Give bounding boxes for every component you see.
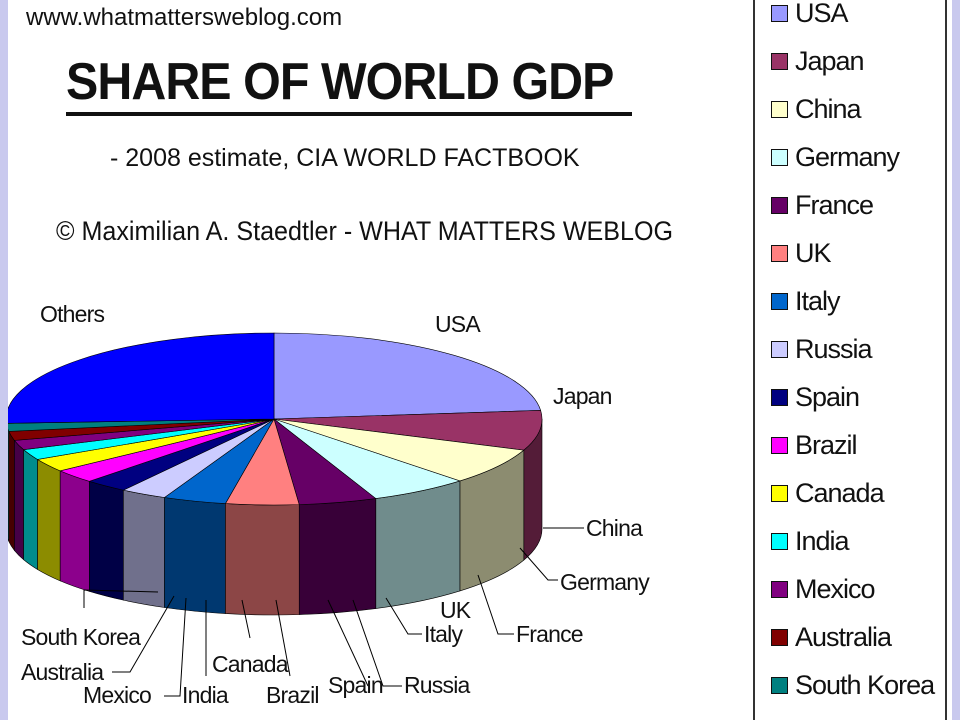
- legend-item-india: India: [771, 524, 850, 558]
- legend-label: Spain: [795, 381, 860, 412]
- legend-item-china: China: [771, 92, 862, 126]
- legend-label: France: [795, 189, 874, 220]
- leader-line-germany: [519, 547, 558, 581]
- legend-label: Germany: [795, 141, 900, 172]
- legend-item-spain: Spain: [771, 380, 860, 414]
- pie-slice-japan: [273, 410, 543, 451]
- legend-item-usa: USA: [771, 0, 849, 30]
- slice-label-france: France: [516, 621, 583, 647]
- pie-slice-china: [273, 418, 525, 482]
- slice-label-germany: Germany: [560, 569, 650, 595]
- chart-panel: www.whatmattersweblog.com SHARE OF WORLD…: [8, 0, 952, 720]
- source-url: www.whatmattersweblog.com: [26, 4, 343, 31]
- leader-line-italy: [385, 597, 422, 635]
- legend-swatch: [771, 52, 788, 70]
- slice-label-canada: Canada: [212, 651, 289, 677]
- pie-side-australia: [8, 431, 15, 552]
- chart-subtitle: - 2008 estimate, CIA WORLD FACTBOOK: [110, 144, 580, 172]
- legend-item-france: France: [771, 188, 874, 222]
- leader-line-france: [477, 574, 514, 635]
- slice-label-russia: Russia: [404, 672, 471, 698]
- legend-swatch: [771, 388, 788, 406]
- leader-line-spain: [327, 599, 369, 687]
- slice-label-brazil: Brazil: [266, 682, 319, 708]
- legend: USA Japan China Germany France UK Italy Russia S…: [753, 0, 947, 720]
- legend-swatch: [771, 292, 788, 310]
- legend-label: Canada: [795, 477, 885, 508]
- legend-swatch: [771, 244, 788, 262]
- pie-slice-others: [8, 332, 275, 424]
- slice-label-italy: Italy: [424, 621, 463, 647]
- legend-label: USA: [795, 0, 849, 28]
- pie-side-germany: [375, 480, 461, 609]
- legend-label: Italy: [795, 285, 841, 316]
- leader-line-mexico: [164, 597, 187, 697]
- legend-swatch: [771, 484, 788, 502]
- pie-side-spain: [89, 480, 124, 601]
- slice-label-usa: USA: [435, 311, 481, 337]
- legend-item-australia: Australia: [771, 620, 892, 654]
- leader-line-canada: [241, 599, 251, 639]
- legend-label: South Korea: [795, 669, 935, 700]
- legend-label: Japan: [795, 45, 865, 76]
- pie-side-brazil: [59, 470, 90, 592]
- slice-label-south-korea: South Korea: [21, 624, 141, 650]
- slice-label-others: Others: [40, 301, 105, 327]
- chart-credit: © Maximilian A. Staedtler - WHAT MATTERS…: [56, 216, 674, 246]
- legend-swatch: [771, 340, 788, 358]
- legend-item-germany: Germany: [771, 140, 900, 174]
- legend-label: India: [795, 525, 850, 556]
- legend-item-japan: Japan: [771, 44, 865, 78]
- legend-swatch: [771, 4, 788, 22]
- slice-label-china: China: [586, 515, 643, 541]
- legend-item-russia: Russia: [771, 332, 873, 366]
- leader-line-australia: [112, 595, 175, 673]
- pie-side-mexico: [14, 439, 24, 561]
- pie-side-india: [23, 449, 38, 571]
- legend-label: Brazil: [795, 429, 858, 460]
- legend-label: Russia: [795, 333, 873, 364]
- slice-label-mexico: Mexico: [83, 682, 151, 708]
- slice-label-uk: UK: [440, 597, 472, 623]
- legend-swatch: [771, 676, 788, 694]
- legend-swatch: [771, 100, 788, 118]
- legend-label: UK: [795, 237, 832, 268]
- pie-slice-usa: [273, 332, 542, 420]
- slice-label-spain: Spain: [328, 672, 383, 698]
- legend-item-mexico: Mexico: [771, 572, 876, 606]
- legend-swatch: [771, 628, 788, 646]
- slice-label-japan: Japan: [553, 383, 612, 409]
- pie-side-uk: [225, 503, 300, 616]
- legend-swatch: [771, 148, 788, 166]
- legend-swatch: [771, 196, 788, 214]
- pie-side-russia: [123, 489, 165, 608]
- slice-label-australia: Australia: [21, 659, 104, 685]
- legend-swatch: [771, 532, 788, 550]
- legend-item-south-korea: South Korea: [771, 668, 935, 702]
- legend-swatch: [771, 436, 788, 454]
- legend-label: Australia: [795, 621, 892, 652]
- pie-side-canada: [37, 458, 61, 582]
- legend-item-canada: Canada: [771, 476, 885, 510]
- legend-label: Mexico: [795, 573, 876, 604]
- legend-swatch: [771, 580, 788, 598]
- legend-item-italy: Italy: [771, 284, 841, 318]
- chart-title: SHARE OF WORLD GDP: [66, 53, 614, 111]
- pie-side-france: [298, 498, 377, 615]
- legend-item-brazil: Brazil: [771, 428, 858, 462]
- leader-line-brazil: [275, 599, 291, 677]
- leader-line-russia: [352, 599, 402, 687]
- legend-item-uk: UK: [771, 236, 832, 270]
- slice-label-india: India: [182, 682, 229, 708]
- pie-slice-south-korea: [8, 418, 275, 432]
- legend-label: China: [795, 93, 862, 124]
- title-underline: [66, 112, 632, 116]
- leader-line-south-korea: [83, 589, 159, 608]
